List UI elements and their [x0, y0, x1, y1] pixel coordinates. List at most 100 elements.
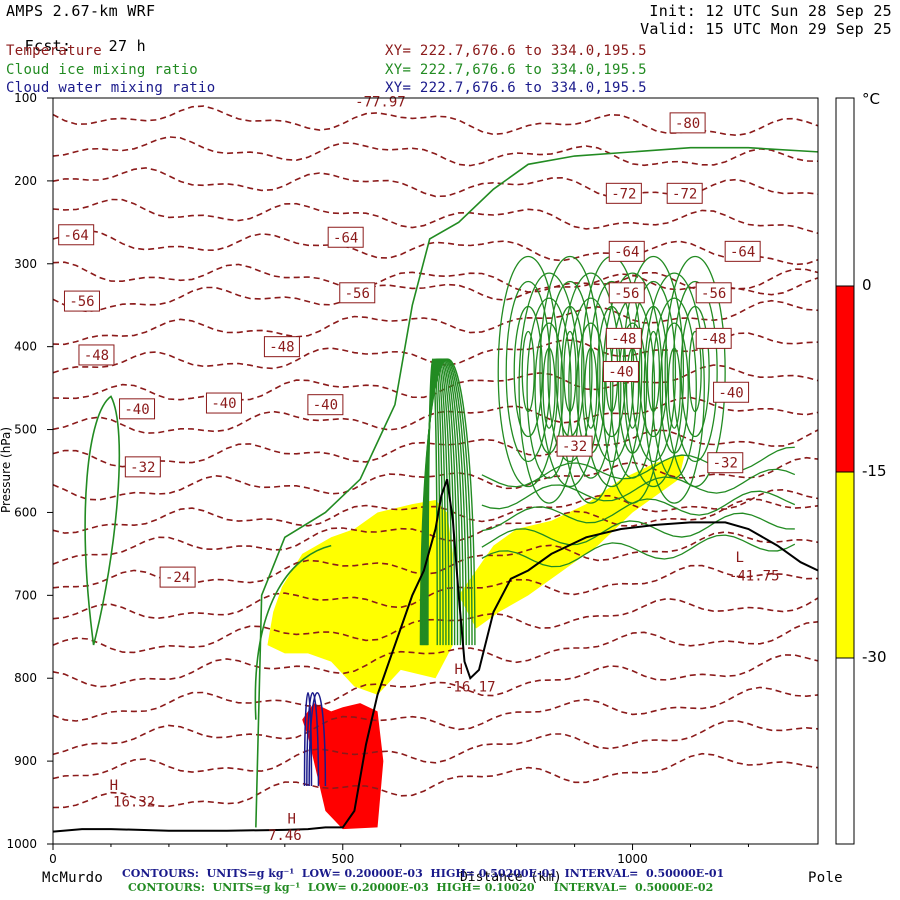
- temperature-label-box: [707, 452, 744, 474]
- end-label: Pole: [808, 870, 843, 886]
- temperature-contour: [52, 229, 819, 266]
- temperature-label: -32: [713, 456, 738, 472]
- plot-frame: [52, 97, 819, 845]
- temperature-contour: [52, 597, 819, 654]
- colorbar-yellow: [835, 471, 855, 659]
- temperature-contour: [52, 456, 819, 501]
- temperature-contour: [52, 686, 819, 756]
- ice-contour: [481, 490, 796, 532]
- temperature-contour: [52, 167, 819, 198]
- ice-contour: [539, 255, 601, 488]
- y-axis: 100 200 300 400 500 600 700 800 900 1000: [6, 91, 53, 851]
- y-tick-label: 900: [14, 754, 37, 768]
- x-tick-label: 500: [331, 852, 354, 866]
- temperature-label: -40: [313, 398, 338, 414]
- water-contours: [303, 691, 327, 786]
- x-axis-label: Distance (km): [460, 870, 562, 885]
- ice-contour: [547, 280, 593, 463]
- ice-contour: [481, 468, 796, 510]
- field-water-xy: XY= 222.7,676.6 to 334.0,195.5: [385, 80, 647, 96]
- field-temperature-xy: XY= 222.7,676.6 to 334.0,195.5: [385, 43, 647, 59]
- temperature-label: -48: [84, 348, 109, 364]
- fcst-value: 27 h: [108, 37, 146, 55]
- colorbar-unit: °C: [862, 90, 880, 108]
- temperature-label: -48: [701, 331, 726, 347]
- temperature-label: -32: [130, 460, 155, 476]
- temperature-shading: [267, 454, 685, 830]
- ice-envelope: [255, 146, 819, 828]
- water-contour: [303, 691, 313, 786]
- ice-contour: [84, 395, 121, 646]
- valid-time: Valid: 15 UTC Mon 29 Sep 25: [640, 20, 892, 38]
- annotation: -41.75: [729, 568, 780, 584]
- ice-contour: [481, 512, 795, 548]
- temperature-contour: [52, 621, 819, 688]
- temperature-label: -24: [165, 570, 190, 586]
- temperature-contour: [52, 498, 819, 565]
- temperature-label: -72: [672, 186, 697, 202]
- y-tick-label: 500: [14, 423, 37, 437]
- colorbar-red: [835, 285, 855, 473]
- temperature-label: -64: [333, 230, 358, 246]
- y-tick-label: 100: [14, 91, 37, 105]
- field-temperature-name: Temperature: [6, 43, 103, 59]
- temperature-label-box: [159, 566, 196, 588]
- temperature-label-box: [124, 456, 161, 478]
- temperature-label-box: [666, 182, 703, 204]
- x-tick-label: 0: [49, 852, 57, 866]
- temperature-label: -40: [608, 365, 633, 381]
- annotation: -16.17: [445, 679, 496, 695]
- ice-contour: [680, 305, 710, 438]
- forecast-label: Fcst: 27 h: [6, 21, 146, 55]
- temperature-label-box: [608, 282, 645, 304]
- x-axis: 0 500 1000 Distance (km): [49, 844, 749, 885]
- ice-contour: [667, 347, 681, 429]
- temperature-label-box: [339, 282, 376, 304]
- temperature-label: -56: [701, 286, 726, 302]
- water-contour: [308, 692, 327, 786]
- temperature-label: -72: [611, 186, 636, 202]
- ice-contour: [497, 255, 559, 488]
- temperature-label-box: [608, 240, 645, 262]
- temperature-label: -56: [614, 286, 639, 302]
- ice-contour-info: CONTOURS: UNITS=g kg⁻¹ LOW= 0.20000E-03 …: [128, 881, 714, 894]
- temperature-label-box: [58, 224, 95, 246]
- temperature-label: -64: [614, 244, 639, 260]
- temperature-label-box: [63, 290, 100, 312]
- annotation: 7.46: [268, 828, 302, 844]
- temperature-contour: [52, 752, 819, 809]
- temperature-label: -64: [64, 228, 89, 244]
- ice-contour: [672, 280, 718, 463]
- temperature-contour: [52, 564, 819, 620]
- water-contour-info: CONTOURS: UNITS=g kg⁻¹ LOW= 0.20000E-03 …: [122, 867, 725, 880]
- ice-contour: [526, 297, 572, 479]
- ice-contour: [643, 272, 705, 504]
- temperature-label: -32: [562, 439, 587, 455]
- yellow-shade: [458, 454, 685, 629]
- colorbar: [835, 97, 855, 845]
- temperature-label-box: [263, 336, 300, 358]
- temperature-label-box: [605, 327, 642, 349]
- ice-contour: [542, 347, 556, 429]
- temperature-label: -40: [718, 385, 743, 401]
- temperature-label-box: [669, 112, 706, 134]
- y-tick-label: 200: [14, 174, 37, 188]
- y-axis-label: Pressure (hPa): [0, 427, 13, 513]
- colorbar-label-1: -15: [862, 462, 887, 480]
- x-tick-label: 1000: [617, 852, 648, 866]
- annotation: -77.97: [355, 94, 406, 110]
- ice-contour: [419, 358, 476, 646]
- ice-contour: [584, 347, 598, 429]
- ice-contour: [601, 272, 664, 504]
- temperature-contour: [52, 198, 819, 235]
- temperature-label-box: [605, 182, 642, 204]
- temperature-label-box: [307, 394, 344, 416]
- temperature-label: -48: [611, 331, 636, 347]
- temperature-label: -56: [345, 286, 370, 302]
- temperature-label-box: [205, 392, 242, 414]
- ice-contour: [688, 330, 702, 413]
- annotation: H: [110, 778, 118, 794]
- ice-contour: [568, 297, 614, 479]
